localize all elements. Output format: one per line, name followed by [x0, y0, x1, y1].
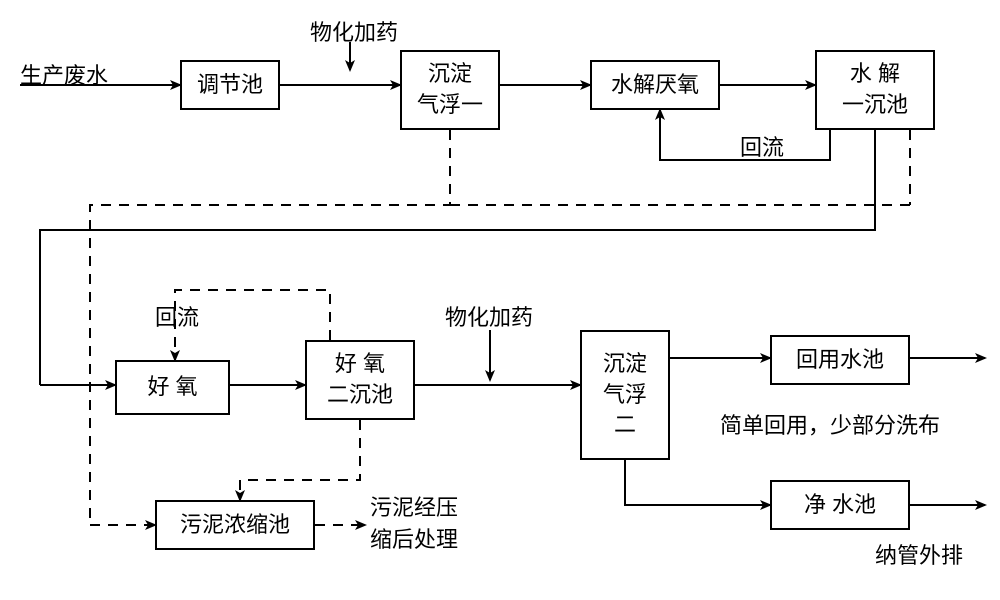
label-l_ret1: 回流 — [740, 130, 784, 162]
node-n8: 回用水池 — [770, 335, 910, 385]
label-l_chem2: 物化加药 — [445, 300, 533, 332]
node-n2: 沉淀气浮一 — [400, 50, 500, 130]
label-l_in: 生产废水 — [20, 58, 108, 90]
edge-e_n6_slud — [240, 420, 360, 500]
label-l_out: 纳管外排 — [875, 538, 963, 570]
node-n3: 水解厌氧 — [590, 60, 720, 110]
label-l_slud: 污泥经压缩后处理 — [370, 490, 458, 554]
node-n1: 调节池 — [180, 60, 280, 110]
node-n7: 沉淀气浮二 — [580, 330, 670, 460]
node-n4: 水 解一沉池 — [815, 50, 935, 130]
label-l_ret2: 回流 — [155, 300, 199, 332]
label-l_reuse: 简单回用，少部分洗布 — [720, 408, 940, 440]
node-n9: 净 水池 — [770, 480, 910, 530]
node-n10: 污泥浓缩池 — [155, 500, 315, 550]
edge-e_n7_n9 — [625, 460, 770, 505]
label-l_chem1: 物化加药 — [310, 15, 398, 47]
node-n6: 好 氧二沉池 — [305, 340, 415, 420]
edge-e_n4_down — [40, 130, 875, 385]
edge-e_n2_slud — [90, 130, 450, 525]
node-n5: 好 氧 — [115, 360, 230, 415]
